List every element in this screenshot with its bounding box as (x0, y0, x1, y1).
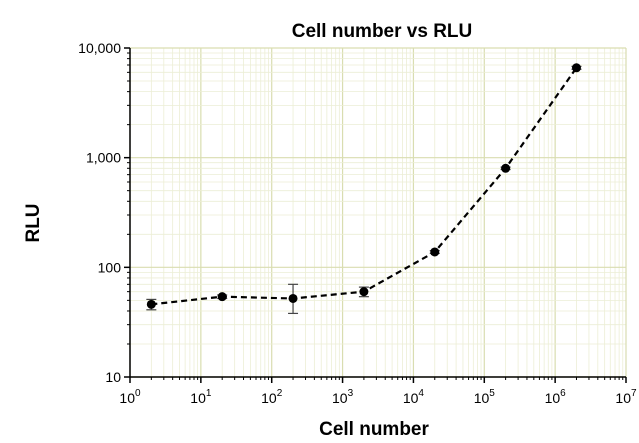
x-tick-label: 103 (332, 388, 354, 406)
data-point (146, 299, 156, 309)
y-tick-label: 1,000 (86, 150, 121, 166)
x-tick-label: 102 (261, 388, 283, 406)
x-tick-label: 101 (190, 388, 212, 406)
grid (129, 47, 627, 378)
data-point (501, 163, 511, 173)
x-tick-label: 104 (403, 388, 425, 406)
chart-title: Cell number vs RLU (292, 21, 473, 42)
y-tick-label: 100 (98, 259, 122, 275)
x-axis-title: Cell number (319, 419, 429, 440)
x-tick-label: 100 (119, 388, 141, 406)
data-point (430, 247, 440, 257)
y-tick-label: 10 (105, 369, 121, 385)
data-series (146, 63, 582, 315)
x-tick-label: 105 (474, 388, 496, 406)
x-tick-label: 106 (545, 388, 567, 406)
x-tick-label: 107 (615, 388, 637, 406)
axes (124, 47, 627, 383)
y-axis-title: RLU (23, 203, 44, 242)
data-point (288, 293, 298, 303)
plot-background (130, 48, 626, 377)
tick-labels: 100 101 102 103 104 105 106 107 10 100 1,000 10,000 (78, 40, 637, 406)
data-point (359, 287, 369, 297)
data-point (217, 292, 227, 302)
data-point (571, 63, 581, 73)
y-tick-label: 10,000 (78, 40, 121, 56)
